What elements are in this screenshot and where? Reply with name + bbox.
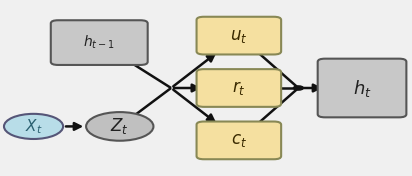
Text: $r_t$: $r_t$ <box>232 79 246 97</box>
Text: $Z_t$: $Z_t$ <box>110 116 129 136</box>
Circle shape <box>4 114 63 139</box>
Text: $h_{t-1}$: $h_{t-1}$ <box>83 34 115 51</box>
FancyBboxPatch shape <box>197 121 281 159</box>
Text: $u_t$: $u_t$ <box>230 27 248 45</box>
Text: $h_t$: $h_t$ <box>353 77 371 99</box>
Circle shape <box>293 86 303 90</box>
FancyBboxPatch shape <box>197 17 281 55</box>
Text: $X_t$: $X_t$ <box>25 117 42 136</box>
Circle shape <box>86 112 153 141</box>
FancyBboxPatch shape <box>318 59 406 117</box>
FancyBboxPatch shape <box>197 69 281 107</box>
FancyBboxPatch shape <box>51 20 147 65</box>
Text: $c_t$: $c_t$ <box>231 131 247 149</box>
